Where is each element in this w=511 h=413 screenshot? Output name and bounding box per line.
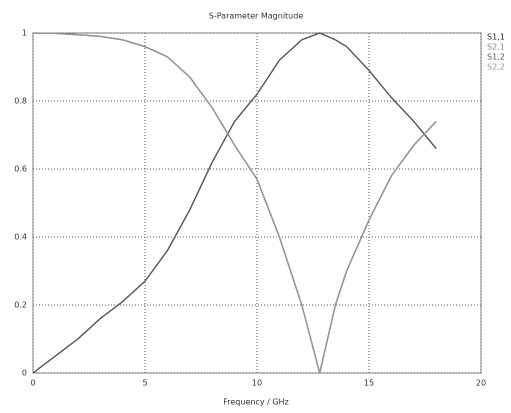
x-axis-label: Frequency / GHz (223, 398, 289, 407)
x-tick-label: 5 (142, 379, 147, 388)
legend-entry: S2,2 (487, 63, 505, 72)
x-tick-label: 15 (364, 379, 374, 388)
series-line (32, 32, 437, 374)
chart-title: S-Parameter Magnitude (209, 12, 304, 21)
y-tick-label: 0.4 (14, 233, 27, 242)
x-tick-label: 20 (476, 379, 486, 388)
y-tick-label: 0.2 (14, 301, 27, 310)
series-line (32, 32, 437, 374)
x-tick-label: 10 (252, 379, 262, 388)
y-tick-label: 0.8 (14, 97, 27, 106)
series-line (32, 32, 437, 374)
x-tick-label: 0 (30, 379, 35, 388)
legend-entry: S2,1 (487, 43, 505, 52)
y-tick-label: 0.6 (14, 165, 27, 174)
y-tick-label: 0 (22, 369, 27, 378)
y-tick-label: 1 (22, 29, 27, 38)
legend-entry: S1,2 (487, 53, 505, 62)
legend-entry: S1,1 (487, 33, 505, 42)
series-line (32, 32, 437, 374)
